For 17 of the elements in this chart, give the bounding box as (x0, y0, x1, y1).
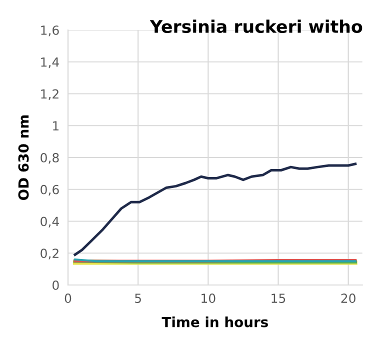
y-tick-label: 0,4 (40, 216, 59, 228)
x-tick-label: 0 (64, 294, 72, 304)
y-tick-label: 1,2 (41, 89, 58, 100)
y-tick-label: 1,4 (41, 58, 59, 68)
x-tick-label: 5 (135, 294, 141, 304)
y-tick-label: 1 (53, 121, 59, 130)
x-tick-label: 10 (202, 294, 216, 304)
x-tick-label: 15 (272, 294, 286, 304)
y-axis-title: OD 630 nm (18, 115, 29, 200)
y-tick-label: 0,6 (40, 184, 59, 196)
chart-title: Yersinia ruckeri witho (150, 20, 362, 34)
y-tick-label: 1,6 (41, 25, 59, 36)
y-tick-label: 0,8 (40, 152, 59, 164)
x-tick-label: 20 (341, 294, 356, 304)
y-tick-label: 0 (52, 280, 59, 290)
y-tick-label: 0,2 (40, 248, 58, 260)
x-axis-title: Time in hours (162, 316, 268, 328)
